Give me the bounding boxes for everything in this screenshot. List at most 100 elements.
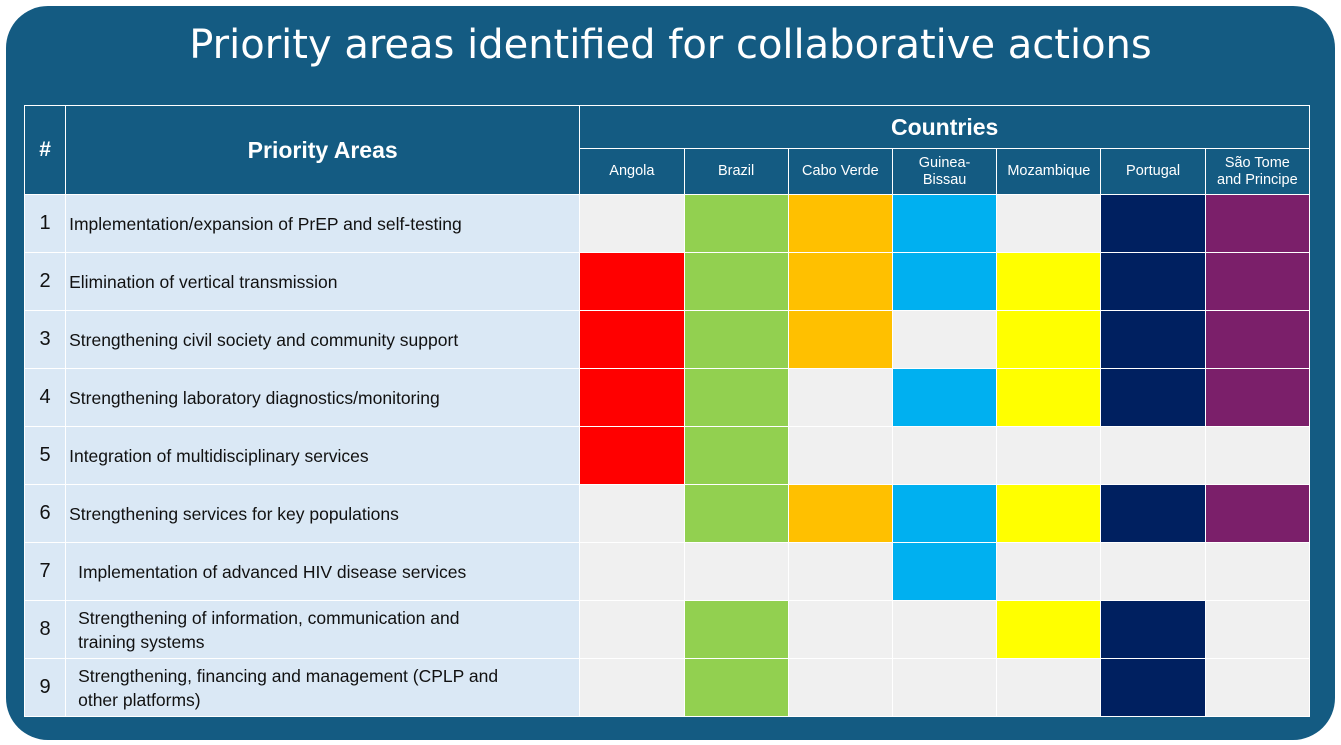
country-mark-filled (683, 252, 789, 311)
country-mark-empty (996, 542, 1102, 601)
country-mark-filled (683, 368, 789, 427)
table-row: 9 Strengthening, financing and management… (23, 658, 1311, 717)
country-mark-filled (787, 194, 893, 253)
country-mark-filled (1204, 484, 1311, 543)
header-countries: Countries (579, 105, 1310, 149)
priority-area-label: Implementation/expansion of PrEP and sel… (65, 194, 581, 253)
row-number: 9 (23, 658, 67, 717)
priority-area-label: Strengthening laboratory diagnostics/mon… (65, 368, 581, 427)
header-country: São Tome and Principe (1204, 148, 1311, 195)
table-row: 7 Implementation of advanced HIV disease … (23, 542, 1311, 601)
country-mark-empty (1204, 542, 1311, 601)
table-row: 5 Integration of multidisciplinary servic… (23, 426, 1311, 485)
country-mark-empty (579, 542, 685, 601)
priority-table: # Priority Areas Countries Angola Brazil C… (23, 105, 1311, 717)
country-mark-filled (683, 658, 789, 717)
table-row: 3 Strengthening civil society and communi… (23, 310, 1311, 369)
country-mark-empty (787, 368, 893, 427)
country-mark-filled (996, 484, 1102, 543)
country-mark-filled (891, 368, 998, 427)
country-mark-filled (1100, 600, 1206, 659)
header-country: Guinea- Bissau (891, 148, 998, 195)
country-mark-filled (891, 252, 998, 311)
header-country: Angola (579, 148, 685, 195)
table-row: 6 Strengthening services for key populati… (23, 484, 1311, 543)
country-mark-filled (891, 542, 998, 601)
country-mark-filled (579, 310, 685, 369)
country-mark-filled (1204, 310, 1311, 369)
row-number: 2 (23, 252, 67, 311)
country-mark-empty (996, 658, 1102, 717)
country-mark-empty (579, 600, 685, 659)
country-mark-filled (996, 368, 1102, 427)
country-mark-filled (996, 252, 1102, 311)
country-mark-filled (1100, 484, 1206, 543)
country-mark-filled (1204, 252, 1311, 311)
country-mark-filled (579, 252, 685, 311)
country-mark-empty (787, 542, 893, 601)
table-row: 2 Elimination of vertical transmission (23, 252, 1311, 311)
country-mark-empty (891, 658, 998, 717)
country-mark-filled (996, 600, 1102, 659)
row-number: 4 (23, 368, 67, 427)
country-mark-filled (579, 368, 685, 427)
country-mark-empty (787, 658, 893, 717)
country-mark-empty (891, 600, 998, 659)
country-mark-empty (1100, 542, 1206, 601)
header-country: Brazil (683, 148, 789, 195)
slide-title: Priority areas identified for collaborat… (189, 22, 1152, 68)
country-mark-empty (891, 426, 998, 485)
table-row: 1 Implementation/expansion of PrEP and se… (23, 194, 1311, 253)
row-number: 1 (23, 194, 67, 253)
priority-area-label: Strengthening civil society and communit… (65, 310, 581, 369)
country-mark-filled (787, 310, 893, 369)
header-country: Cabo Verde (787, 148, 893, 195)
country-mark-filled (1100, 310, 1206, 369)
priority-area-label: Elimination of vertical transmission (65, 252, 581, 311)
country-mark-empty (891, 310, 998, 369)
country-mark-filled (996, 310, 1102, 369)
country-mark-filled (1100, 194, 1206, 253)
country-mark-empty (1204, 426, 1311, 485)
country-mark-empty (1204, 600, 1311, 659)
priority-area-label: Strengthening services for key populatio… (65, 484, 581, 543)
country-mark-filled (683, 426, 789, 485)
country-mark-empty (787, 600, 893, 659)
country-mark-empty (579, 658, 685, 717)
country-mark-filled (787, 484, 893, 543)
country-mark-empty (579, 194, 685, 253)
country-mark-filled (891, 484, 998, 543)
country-mark-filled (1100, 252, 1206, 311)
row-number: 3 (23, 310, 67, 369)
country-mark-empty (579, 484, 685, 543)
country-mark-filled (1100, 368, 1206, 427)
header-country: Mozambique (996, 148, 1102, 195)
country-mark-filled (891, 194, 998, 253)
country-mark-filled (1100, 658, 1206, 717)
country-mark-empty (787, 426, 893, 485)
row-number: 5 (23, 426, 67, 485)
country-mark-empty (683, 542, 789, 601)
country-mark-filled (1204, 194, 1311, 253)
table-row: 8 Strengthening of information, communica… (23, 600, 1311, 659)
header-country: Portugal (1100, 148, 1206, 195)
country-mark-filled (683, 600, 789, 659)
country-mark-empty (996, 426, 1102, 485)
priority-area-label: Strengthening, financing and management … (65, 658, 581, 717)
row-number: 7 (23, 542, 67, 601)
priority-area-label: Integration of multidisciplinary service… (65, 426, 581, 485)
country-mark-filled (1204, 368, 1311, 427)
country-mark-filled (683, 484, 789, 543)
row-number: 6 (23, 484, 67, 543)
priority-area-label: Strengthening of information, communicat… (65, 600, 581, 659)
country-mark-filled (683, 194, 789, 253)
country-mark-empty (1204, 658, 1311, 717)
row-number: 8 (23, 600, 67, 659)
country-mark-filled (579, 426, 685, 485)
country-mark-filled (683, 310, 789, 369)
table-row: 4 Strengthening laboratory diagnostics/mo… (23, 368, 1311, 427)
country-mark-empty (996, 194, 1102, 253)
country-mark-empty (1100, 426, 1206, 485)
header-number: # (23, 105, 67, 195)
country-mark-filled (787, 252, 893, 311)
